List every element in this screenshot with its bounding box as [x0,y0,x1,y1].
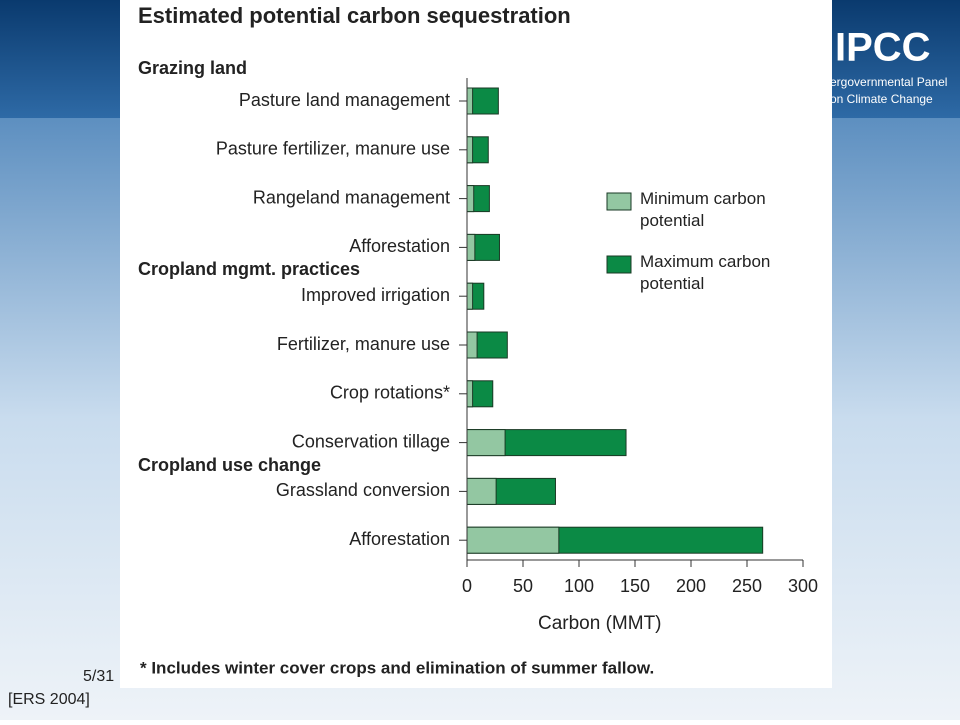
x-tick-label: 200 [676,576,706,596]
y-tick-label: Crop rotations* [330,383,450,403]
y-tick-label: Afforestation [349,236,450,256]
bar [466,380,474,408]
footnote: * Includes winter cover crops and elimin… [140,658,654,677]
group-label: Cropland mgmt. practices [138,259,360,279]
y-tick-label: Rangeland management [253,187,450,207]
x-tick-label: 300 [788,576,818,596]
x-tick-label: 0 [462,576,472,596]
logo-text: on Climate Change [830,92,933,106]
group-label: Grazing land [138,58,247,78]
page-number: 5/31 [83,668,114,685]
bar [466,429,506,457]
group-label: Cropland use change [138,455,321,475]
bar [466,233,476,261]
legend-swatch [606,255,632,274]
y-tick-label: Fertilizer, manure use [277,334,450,354]
y-tick-label: Pasture land management [239,90,450,110]
chart-title: Estimated potential carbon sequestration [138,3,571,28]
y-tick-label: Afforestation [349,529,450,549]
y-tick-label: Grassland conversion [276,480,450,500]
x-tick-label: 250 [732,576,762,596]
y-tick-label: Conservation tillage [292,431,450,451]
y-tick-label: Pasture fertilizer, manure use [216,139,450,159]
x-tick-label: 150 [620,576,650,596]
y-tick-label: Improved irrigation [301,285,450,305]
bar [466,185,475,213]
bar [466,136,474,164]
x-tick-label: 50 [513,576,533,596]
legend-label: Maximum carbon potential [640,252,771,293]
x-axis-label: Carbon (MMT) [538,613,662,634]
bar [466,87,474,115]
logo: IPCC [835,26,931,70]
logo-text: ergovernmental Panel [830,75,947,89]
bar [466,331,478,359]
bar [466,526,560,554]
bar [466,477,497,505]
source: [ERS 2004] [8,691,90,708]
legend-label: Minimum carbon potential [640,189,766,230]
legend-swatch [606,192,632,211]
bar [466,282,474,310]
x-tick-label: 100 [564,576,594,596]
